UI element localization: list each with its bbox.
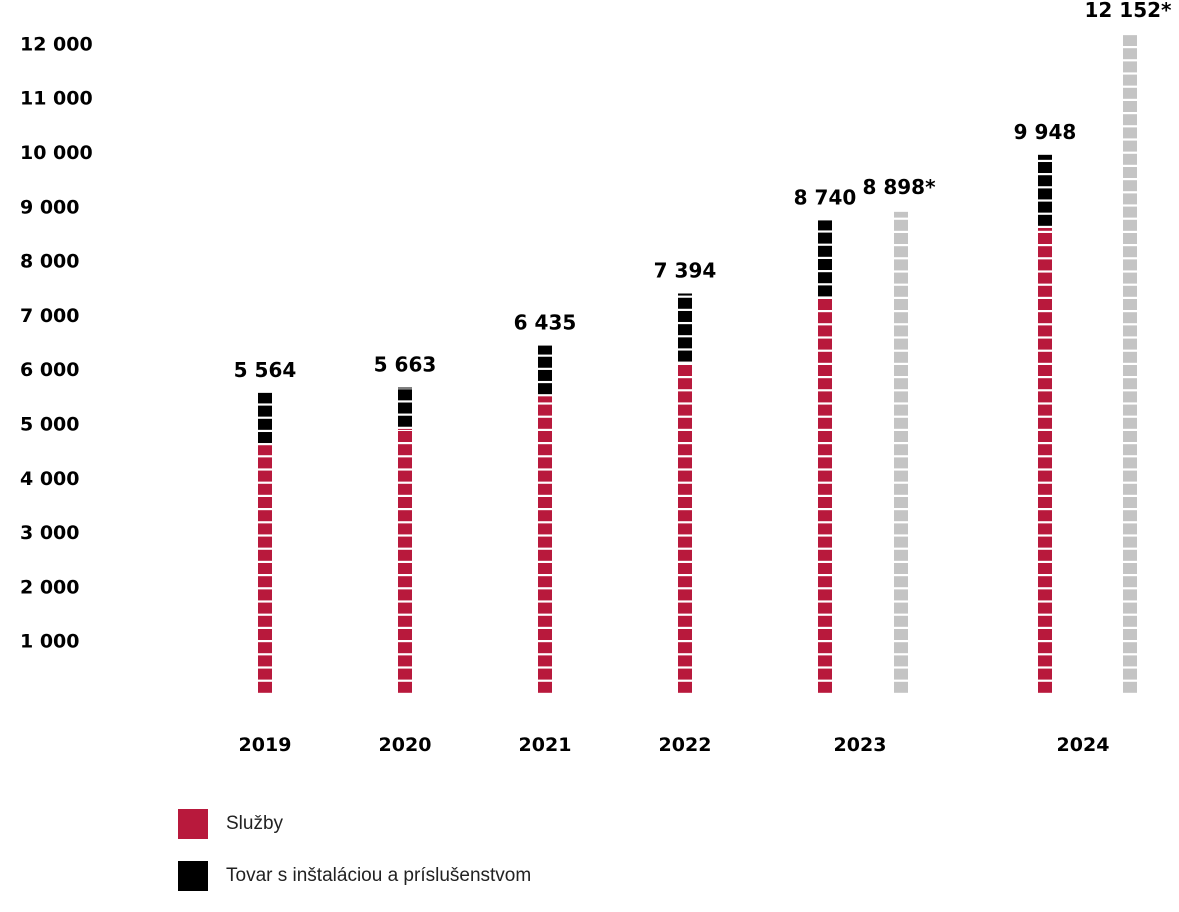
legend-swatch-tovar xyxy=(178,861,208,891)
x-tick-label-2021: 2021 xyxy=(519,734,572,756)
bar-segment-2024-series-1 xyxy=(1038,154,1052,226)
y-tick-label: 11 000 xyxy=(20,88,93,110)
bar-segment-2019-series-0 xyxy=(258,445,272,693)
y-tick-label: 12 000 xyxy=(20,33,93,55)
bar-segment-2020-series-0 xyxy=(398,428,412,693)
x-tick-label-2022: 2022 xyxy=(659,734,712,756)
total-label-2022: 7 394 xyxy=(654,259,717,283)
y-tick-label: 1 000 xyxy=(20,631,80,653)
bar-segment-2023-series-0 xyxy=(818,299,832,693)
total-label-2020: 5 663 xyxy=(374,352,437,376)
legend: Služby Tovar s inštaláciou a príslušenst… xyxy=(178,808,531,912)
x-tick-label-2023: 2023 xyxy=(834,734,887,756)
legend-swatch-sluzby xyxy=(178,809,208,839)
y-tick-label: 6 000 xyxy=(20,359,80,381)
extra-bar-2024 xyxy=(1123,35,1137,693)
y-tick-label: 10 000 xyxy=(20,142,93,164)
bar-segment-2021-series-0 xyxy=(538,396,552,693)
stacked-bar-chart: 1 000 2 000 3 000 4 000 5 000 6 000 7 000 8 000… xyxy=(20,0,1172,756)
total-label-2019: 5 564 xyxy=(234,358,297,382)
legend-label-sluzby: Služby xyxy=(226,813,284,834)
total-label-2024: 9 948 xyxy=(1014,120,1077,144)
legend-item-tovar: Tovar s inštaláciou a príslušenstvom xyxy=(178,860,531,892)
extra-bar-2023 xyxy=(894,211,908,693)
total-label-2021: 6 435 xyxy=(514,311,577,335)
y-tick-label: 2 000 xyxy=(20,576,80,598)
y-tick-label: 7 000 xyxy=(20,305,80,327)
y-tick-label: 9 000 xyxy=(20,196,80,218)
bar-segment-2019-series-1 xyxy=(258,392,272,444)
y-tick-label: 5 000 xyxy=(20,414,80,436)
legend-item-sluzby: Služby xyxy=(178,808,531,840)
bar-segment-2022-series-1 xyxy=(678,293,692,362)
x-tick-label-2020: 2020 xyxy=(379,734,432,756)
legend-label-tovar: Tovar s inštaláciou a príslušenstvom xyxy=(226,865,532,886)
total-label-2023: 8 740 xyxy=(794,185,857,209)
bar-segment-2022-series-0 xyxy=(678,365,692,693)
x-tick-label-2024: 2024 xyxy=(1057,734,1110,756)
y-tick-label: 8 000 xyxy=(20,251,80,273)
bar-segment-2024-series-0 xyxy=(1038,228,1052,693)
y-tick-label: 3 000 xyxy=(20,522,80,544)
x-tick-label-2019: 2019 xyxy=(239,734,292,756)
y-tick-label: 4 000 xyxy=(20,468,80,490)
extra-label-2024: 12 152* xyxy=(1084,0,1172,22)
bar-segment-2023-series-1 xyxy=(818,220,832,297)
bar-segment-2021-series-1 xyxy=(538,345,552,395)
extra-label-2023: 8 898* xyxy=(862,175,936,199)
bar-segment-2020-series-1 xyxy=(398,387,412,427)
